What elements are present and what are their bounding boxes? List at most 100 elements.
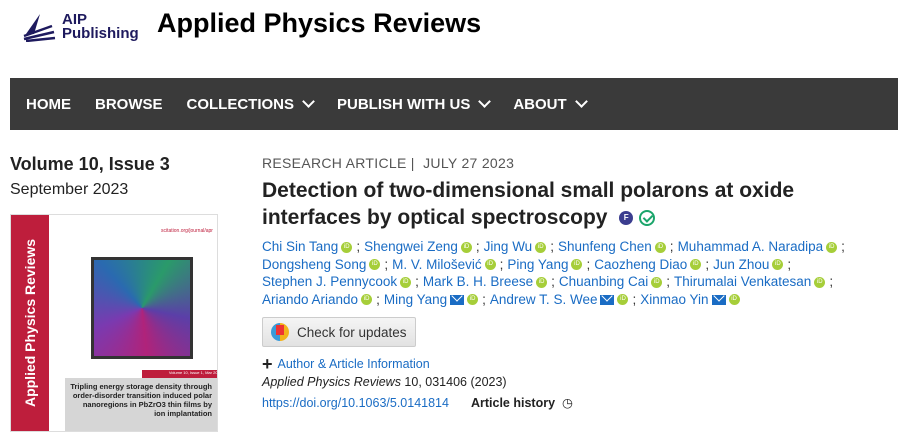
orcid-icon[interactable]: iD xyxy=(728,294,740,306)
email-icon[interactable] xyxy=(711,294,726,305)
email-icon[interactable] xyxy=(450,294,465,305)
citation-details: 10, 031406 (2023) xyxy=(400,375,507,389)
author-separator: ; xyxy=(787,256,792,272)
chevron-down-icon xyxy=(478,95,492,108)
cover-title: Tripling energy storage density through … xyxy=(65,378,217,431)
author-separator: ; xyxy=(551,274,555,289)
article-title: Detection of two-dimensional small polar… xyxy=(262,177,892,231)
author-separator: ; xyxy=(475,239,480,254)
orcid-icon[interactable]: iD xyxy=(690,259,702,271)
author-link[interactable]: Caozheng Diao xyxy=(594,256,688,272)
cover-band: Volume 10, Issue 1, Mar 2023 xyxy=(142,370,217,378)
aip-publishing-logo[interactable]: AIP Publishing xyxy=(22,12,139,42)
author-separator: ; xyxy=(829,274,834,289)
check-for-updates-button[interactable]: Check for updates xyxy=(262,317,416,347)
article-type: RESEARCH ARTICLE xyxy=(262,155,407,171)
article-date: JULY 27 2023 xyxy=(423,155,515,171)
crossmark-icon xyxy=(271,323,289,341)
article-history-button[interactable]: Article history ◷ xyxy=(471,395,573,410)
author-link[interactable]: Stephen J. Pennycook xyxy=(262,274,398,289)
open-access-check-icon[interactable] xyxy=(638,210,655,227)
author-separator: ; xyxy=(376,291,380,307)
author-info-label: Author & Article Information xyxy=(277,357,430,371)
author-link[interactable]: Shengwei Zeng xyxy=(364,239,458,254)
cover-figure xyxy=(91,257,193,359)
author-separator: ; xyxy=(482,291,486,307)
orcid-icon[interactable]: iD xyxy=(341,241,353,253)
cover-spine-text: Applied Physics Reviews xyxy=(22,238,38,408)
author-link[interactable]: Ming Yang xyxy=(383,291,448,307)
author-article-info-toggle[interactable]: + Author & Article Information xyxy=(262,355,892,373)
history-clock-icon: ◷ xyxy=(561,396,573,410)
author-link[interactable]: Ariando Ariando xyxy=(262,291,359,307)
journal-title[interactable]: Applied Physics Reviews xyxy=(157,8,482,38)
article-title-text: Detection of two-dimensional small polar… xyxy=(262,179,795,229)
author-separator: ; xyxy=(586,256,591,272)
nav-label: ABOUT xyxy=(513,95,567,113)
orcid-icon[interactable]: iD xyxy=(826,241,838,253)
nav-item-home[interactable]: HOME xyxy=(26,96,71,113)
doi-link[interactable]: https://doi.org/10.1063/5.0141814 xyxy=(262,395,449,410)
author-separator: ; xyxy=(550,239,554,254)
logo-text: AIP xyxy=(62,11,88,28)
author-link[interactable]: Ping Yang xyxy=(507,256,569,272)
author-link[interactable]: Thirumalai Venkatesan xyxy=(673,274,812,289)
article-history-label: Article history xyxy=(470,396,556,410)
orcid-icon[interactable]: iD xyxy=(484,259,496,271)
nav-item-collections[interactable]: COLLECTIONS xyxy=(187,95,315,113)
orcid-icon[interactable]: iD xyxy=(772,259,784,271)
separator: | xyxy=(410,155,415,171)
orcid-icon[interactable]: iD xyxy=(651,276,663,288)
author-link[interactable]: Jun Zhou xyxy=(713,256,770,272)
author-link[interactable]: Xinmao Yin xyxy=(640,291,709,307)
article-meta: RESEARCH ARTICLE | JULY 27 2023 xyxy=(262,155,892,171)
orcid-icon[interactable]: iD xyxy=(467,294,479,306)
citation-journal: Applied Physics Reviews xyxy=(262,375,401,389)
author-separator: ; xyxy=(841,239,845,254)
issue-cover-image[interactable]: Applied Physics Reviews scitation.org/jo… xyxy=(10,214,218,432)
featured-badge-icon[interactable]: F xyxy=(619,211,634,226)
author-link[interactable]: Muhammad A. Naradipa xyxy=(677,239,824,254)
orcid-icon[interactable]: iD xyxy=(617,294,629,306)
article-header: RESEARCH ARTICLE | JULY 27 2023 Detectio… xyxy=(262,155,892,410)
author-link[interactable]: Dongsheng Song xyxy=(262,256,367,272)
nav-item-about[interactable]: ABOUT xyxy=(513,95,588,113)
cover-spine: Applied Physics Reviews xyxy=(11,215,49,431)
author-link[interactable]: Chuanbing Cai xyxy=(558,274,649,289)
author-separator: ; xyxy=(666,274,670,289)
author-link[interactable]: Chi Sin Tang xyxy=(262,239,339,254)
nav-item-browse[interactable]: BROWSE xyxy=(95,96,163,113)
orcid-icon[interactable]: iD xyxy=(536,276,548,288)
author-separator: ; xyxy=(499,256,504,272)
chevron-down-icon xyxy=(302,95,315,108)
author-separator: ; xyxy=(632,291,637,307)
author-link[interactable]: Mark B. H. Breese xyxy=(422,274,534,289)
cover-url: scitation.org/journal/apr xyxy=(161,228,213,234)
citation: Applied Physics Reviews 10, 031406 (2023… xyxy=(262,375,892,389)
author-separator: ; xyxy=(415,274,419,289)
author-link[interactable]: Shunfeng Chen xyxy=(557,239,652,254)
chevron-down-icon xyxy=(574,95,588,108)
orcid-icon[interactable]: iD xyxy=(814,276,826,288)
orcid-icon[interactable]: iD xyxy=(400,276,412,288)
orcid-icon[interactable]: iD xyxy=(571,259,583,271)
orcid-icon[interactable]: iD xyxy=(654,241,666,253)
orcid-icon[interactable]: iD xyxy=(361,294,373,306)
nav-label: BROWSE xyxy=(95,95,163,113)
issue-volume[interactable]: Volume 10, Issue 3 xyxy=(10,154,170,174)
author-separator: ; xyxy=(356,239,361,254)
author-line: Stephen J. Pennycook iD; Mark B. H. Breese… xyxy=(262,273,892,291)
author-separator: ; xyxy=(705,256,710,272)
author-link[interactable]: Andrew T. S. Wee xyxy=(489,291,598,307)
orcid-icon[interactable]: iD xyxy=(535,241,547,253)
author-separator: ; xyxy=(669,239,674,254)
orcid-icon[interactable]: iD xyxy=(369,259,381,271)
nav-item-publish-with-us[interactable]: PUBLISH WITH US xyxy=(337,95,492,113)
author-link[interactable]: Jing Wu xyxy=(483,239,533,254)
orcid-icon[interactable]: iD xyxy=(460,241,472,253)
author-link[interactable]: M. V. Milošević xyxy=(392,256,482,272)
aip-logo-icon xyxy=(23,14,56,42)
main-nav: HOME BROWSE COLLECTIONS PUBLISH WITH US ABOU… xyxy=(10,78,898,130)
email-icon[interactable] xyxy=(600,294,615,305)
author-list: Chi Sin Tang iD; Shengwei Zeng iD; Jing Wu iD… xyxy=(262,238,892,308)
